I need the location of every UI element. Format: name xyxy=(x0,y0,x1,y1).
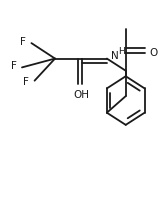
Text: O: O xyxy=(149,48,157,58)
Text: N: N xyxy=(111,51,119,61)
Text: OH: OH xyxy=(74,90,90,99)
Text: F: F xyxy=(11,61,17,71)
Text: F: F xyxy=(23,77,29,87)
Text: F: F xyxy=(20,37,26,47)
Text: H: H xyxy=(118,48,125,56)
